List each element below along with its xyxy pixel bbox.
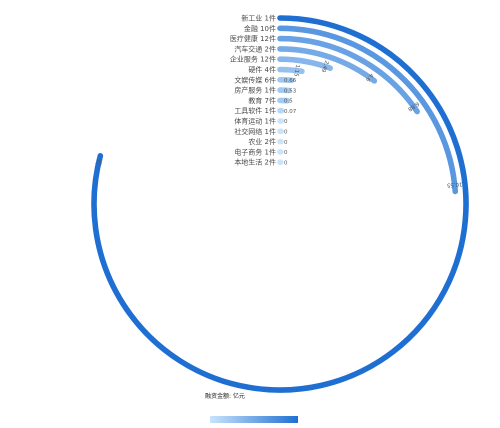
category-label-12: 农业 2件 [248,137,276,146]
category-label-3: 汽车交通 2件 [234,44,276,53]
bar-arc-2 [277,35,420,115]
category-label-7: 房产服务 1件 [234,86,276,95]
category-label-4: 企业服务 12件 [230,55,276,64]
value-label-10: 0 [284,119,288,125]
bar-arc-5 [277,66,305,75]
bar-arc-4 [277,56,333,71]
value-label-13: 0 [284,150,288,156]
category-label-6: 文娱传媒 6件 [234,75,276,84]
category-label-11: 社交网络 1件 [234,127,276,136]
value-label-4: 2.49 [319,59,329,73]
legend-gradient-bar [210,416,298,423]
category-label-2: 医疗健康 12件 [230,34,276,43]
value-label-0: 35 [94,159,103,167]
category-label-8: 教育 7件 [248,96,276,105]
value-label-7: 0.53 [284,88,297,94]
category-label-1: 金融 10件 [244,24,276,33]
value-label-5: 1.15 [292,64,300,78]
category-label-9: 工具软件 1件 [234,106,276,115]
value-label-1: 10.55 [446,181,463,188]
category-label-14: 本地生活 2件 [234,158,276,167]
bar-arc-6 [277,77,295,84]
value-label-11: 0 [284,130,288,136]
bar-arc-1 [277,25,459,195]
value-label-3: 4.6 [364,72,374,83]
value-label-8: 0.5 [284,99,293,105]
category-label-10: 体育运动 1件 [234,117,276,126]
value-label-6: 0.66 [284,78,297,84]
category-label-13: 电子商务 1件 [234,147,276,156]
legend: 融资金额: 亿元 [205,392,298,423]
legend-title: 融资金额: 亿元 [205,392,245,400]
value-label-14: 0 [284,160,288,166]
value-label-12: 0 [284,140,288,146]
category-label-0: 新工业 1件 [241,14,276,23]
bar-arc-0 [91,15,469,393]
bar-arcs [91,15,469,393]
value-label-9: 0.07 [284,109,297,115]
category-label-5: 硬件 4件 [248,65,276,74]
bar-arc-3 [277,46,378,84]
